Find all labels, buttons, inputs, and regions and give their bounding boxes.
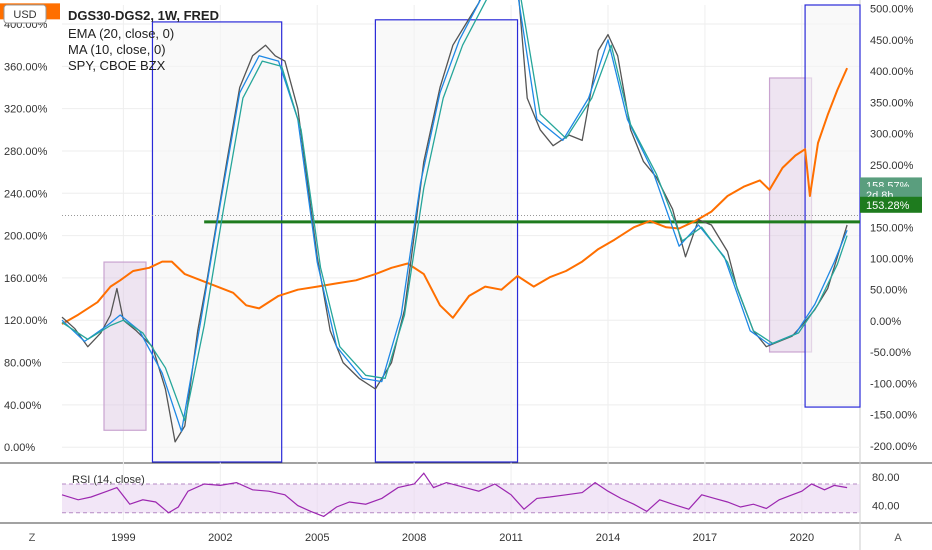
currency-button-label[interactable]: USD — [13, 9, 36, 21]
rsi-tick-label: 80.00 — [872, 472, 900, 484]
legend: USD DGS30-DGS2, 1W, FRED EMA (20, close,… — [3, 4, 219, 73]
range-box — [804, 4, 861, 408]
left-axis-tick-label: 320.00% — [4, 104, 48, 116]
right-axis-tick-label: 150.00% — [870, 222, 914, 234]
left-axis-tick-label: 120.00% — [4, 315, 48, 327]
right-axis-tick-label: 250.00% — [870, 160, 914, 172]
price-badge-label: 153.28% — [866, 200, 910, 212]
right-axis-tick-label: 100.00% — [870, 253, 914, 265]
range-boxes — [103, 4, 861, 463]
left-axis-tick-label: 360.00% — [4, 61, 48, 73]
rsi-tick-label: 40.00 — [872, 501, 900, 513]
chart-title: DGS30-DGS2, 1W, FRED — [68, 8, 219, 23]
x-axis-tick-label: 2011 — [499, 532, 523, 544]
right-axis-tick-label: 450.00% — [870, 35, 914, 47]
right-axis-tick-label: -150.00% — [870, 410, 917, 422]
x-axis-tick-label: 2014 — [596, 532, 620, 544]
left-axis-tick-label: 240.00% — [4, 188, 48, 200]
rsi-pane: RSI (14, close) 80.00 40.00 — [61, 472, 900, 518]
x-axis-tick-label: 2008 — [402, 532, 426, 544]
series-lines — [61, 0, 849, 443]
range-box — [374, 19, 519, 463]
indicator-ema: EMA (20, close, 0) — [68, 26, 174, 41]
series-line — [61, 67, 849, 325]
left-axis-tick-label: 280.00% — [4, 146, 48, 158]
axes: 400.00% 360.00% 320.00% 280.00% 240.00% 200.0… — [4, 4, 917, 544]
right-axis-tick-label: -200.00% — [870, 441, 917, 453]
indicator-ma: MA (10, close, 0) — [68, 42, 166, 57]
right-axis-tick-label: 50.00% — [870, 285, 908, 297]
left-axis-tick-label: 80.00% — [4, 358, 42, 370]
left-axis-tick-label: 40.00% — [4, 400, 42, 412]
x-axis-tick-label: 2002 — [208, 532, 232, 544]
series-line — [61, 0, 848, 422]
right-axis-tick-label: -50.00% — [870, 347, 911, 359]
x-axis-tick-label: 2017 — [693, 532, 717, 544]
left-axis-tick-label: 200.00% — [4, 231, 48, 243]
right-axis-tick-label: 300.00% — [870, 129, 914, 141]
x-axis-tick-label: 1999 — [111, 532, 135, 544]
left-axis-tick-label: 0.00% — [4, 442, 35, 454]
right-axis-tick-label: 500.00% — [870, 4, 914, 16]
x-axis-tick-label: 2020 — [790, 532, 814, 544]
range-box — [151, 21, 283, 463]
auto-scale-button[interactable]: A — [894, 532, 902, 544]
right-axis-tick-label: 350.00% — [870, 97, 914, 109]
price-badge — [860, 196, 922, 213]
right-axis-tick-label: 0.00% — [870, 316, 901, 328]
indicator-spy: SPY, CBOE BZX — [68, 58, 166, 73]
left-axis-tick-label: 160.00% — [4, 273, 48, 285]
range-box — [103, 261, 147, 431]
currency-button[interactable] — [3, 4, 47, 24]
rsi-line — [61, 472, 848, 518]
right-axis-tick-label: -100.00% — [870, 378, 917, 390]
x-axis-tick-label: 2005 — [305, 532, 329, 544]
rsi-band — [62, 484, 860, 513]
right-axis-tick-label: 400.00% — [870, 66, 914, 78]
rsi-label: RSI (14, close) — [72, 474, 145, 486]
zoom-reset-button[interactable]: Z — [29, 532, 36, 544]
